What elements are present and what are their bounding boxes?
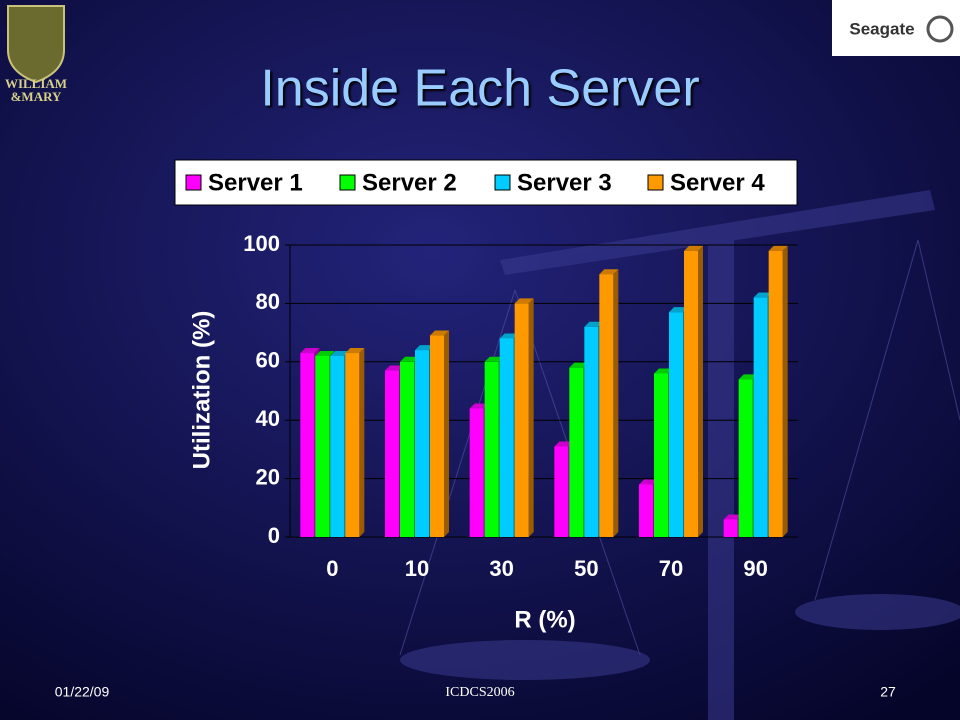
bar-side: [359, 348, 365, 537]
logo-text: Seagate: [849, 19, 914, 38]
y-tick-label: 60: [256, 348, 280, 373]
bar: [400, 361, 414, 537]
bar: [300, 353, 315, 537]
y-axis-title: Utilization (%): [188, 311, 215, 470]
bar-top: [669, 307, 688, 313]
bar: [469, 408, 484, 537]
bar: [669, 312, 683, 537]
bar: [738, 379, 753, 537]
bar: [684, 250, 698, 537]
bar-top: [738, 374, 758, 380]
y-tick-label: 0: [268, 523, 280, 548]
bar-top: [330, 350, 350, 356]
bar-side: [613, 269, 619, 537]
bar-top: [430, 330, 449, 336]
logo-mark: [926, 15, 954, 43]
bar: [514, 303, 529, 537]
slide-title: Inside Each Server: [260, 60, 699, 118]
bar: [484, 361, 499, 537]
bar-top: [654, 368, 673, 374]
footer-page: 27: [880, 684, 896, 700]
x-axis-title: R (%): [514, 606, 575, 633]
bar: [753, 297, 768, 537]
crest: [7, 5, 65, 84]
bar-top: [514, 298, 534, 304]
y-tick-label: 80: [256, 289, 280, 314]
bar-top: [639, 479, 658, 485]
bar-top: [315, 350, 335, 356]
bar-top: [554, 441, 574, 447]
bar: [499, 338, 514, 537]
bar: [569, 367, 584, 537]
legend-swatch: [339, 174, 356, 191]
legend-label: Server 3: [517, 169, 612, 196]
logo-text: WILLIAM: [5, 76, 67, 91]
bar-top: [300, 348, 320, 354]
bar-side: [444, 330, 449, 537]
bar-top: [484, 356, 504, 362]
footer-conference: ICDCS2006: [445, 685, 514, 700]
bar-side: [782, 245, 788, 537]
bar: [315, 355, 330, 537]
bar-top: [385, 365, 404, 371]
y-tick-label: 40: [256, 406, 280, 431]
footer-date: 01/22/09: [55, 684, 110, 700]
legend-swatch: [494, 174, 511, 191]
x-tick-label: 10: [405, 556, 429, 581]
y-tick-label: 100: [243, 231, 280, 256]
bar-side: [528, 298, 534, 537]
bar: [654, 373, 668, 537]
bar-top: [345, 348, 365, 354]
bar-side: [698, 245, 703, 537]
legend-swatch: [185, 174, 202, 191]
x-tick-label: 0: [326, 556, 338, 581]
bar: [768, 250, 783, 537]
bar-top: [569, 362, 589, 368]
bar-top: [400, 356, 419, 362]
bar-top: [599, 269, 619, 275]
bar-top: [499, 333, 519, 339]
bar-top: [768, 245, 788, 251]
legend-label: Server 2: [362, 169, 457, 196]
bar: [584, 326, 599, 537]
x-tick-label: 50: [574, 556, 598, 581]
legend-label: Server 4: [670, 169, 765, 196]
bar-top: [723, 514, 743, 520]
bar: [415, 350, 429, 537]
bar: [330, 355, 345, 537]
bar-top: [469, 403, 489, 409]
x-tick-label: 30: [489, 556, 513, 581]
legend-label: Server 1: [208, 169, 303, 196]
bar-top: [684, 245, 703, 251]
bar: [639, 484, 653, 537]
logo-text: &MARY: [11, 89, 62, 104]
bar: [723, 519, 738, 537]
x-tick-label: 70: [659, 556, 683, 581]
y-tick-label: 20: [256, 464, 280, 489]
x-tick-label: 90: [743, 556, 767, 581]
bar-top: [584, 321, 604, 327]
seagate-logo: [832, 0, 960, 56]
legend-box: [174, 159, 798, 206]
bar-top: [753, 292, 773, 298]
bar: [385, 370, 399, 537]
bar: [345, 353, 360, 537]
bar: [430, 335, 444, 537]
legend-swatch: [647, 174, 664, 191]
bar: [599, 274, 614, 537]
bar: [554, 446, 569, 537]
bar-top: [415, 345, 434, 351]
